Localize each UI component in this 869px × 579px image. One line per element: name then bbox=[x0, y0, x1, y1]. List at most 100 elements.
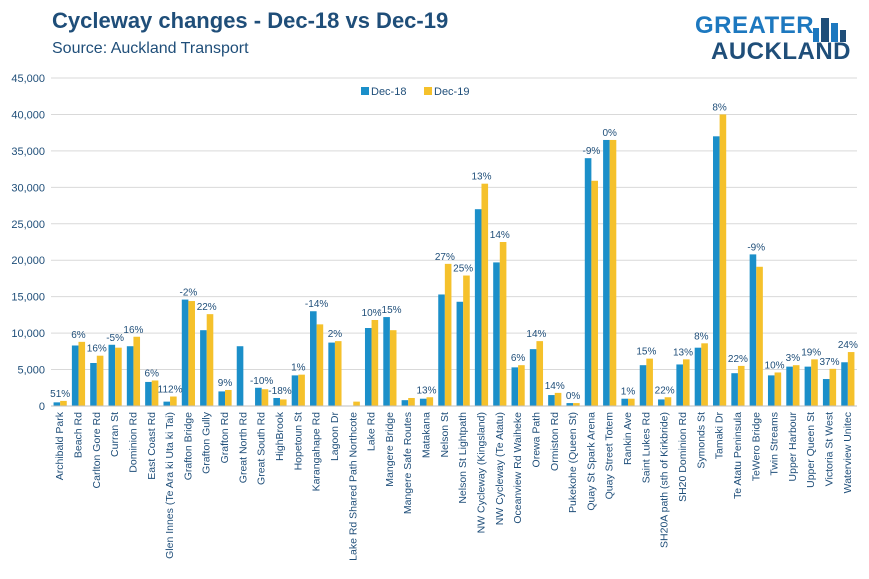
bar-dec-19 bbox=[261, 389, 269, 406]
bar-dec-19 bbox=[298, 374, 305, 406]
x-tick-label: Mangere Safe Routes bbox=[402, 412, 414, 514]
percent-change-label: -5% bbox=[106, 333, 124, 344]
percent-change-label: 22% bbox=[728, 354, 748, 365]
y-tick-label: 10,000 bbox=[11, 328, 45, 340]
bar-dec-19 bbox=[353, 401, 360, 406]
bar-dec-19 bbox=[206, 314, 214, 406]
x-tick-label: Victoria St West bbox=[824, 412, 836, 486]
x-tick-label: Quay Street Totem bbox=[604, 412, 616, 500]
y-tick-label: 40,000 bbox=[11, 109, 45, 121]
x-tick-label: Te Atatu Peninsula bbox=[732, 412, 744, 499]
percent-change-label: 10% bbox=[362, 308, 382, 319]
bar-dec-18 bbox=[163, 401, 171, 406]
bar-dec-19 bbox=[591, 180, 598, 406]
percent-change-label: -9% bbox=[747, 242, 765, 253]
x-tick-label: NW Cycleway (Kingsland) bbox=[475, 412, 487, 533]
bar-dec-19 bbox=[554, 392, 562, 406]
x-tick-label: Archibald Park bbox=[54, 411, 66, 480]
x-tick-label: Upper Queen St bbox=[805, 412, 817, 488]
bar-dec-18 bbox=[364, 328, 372, 406]
bar-dec-19 bbox=[664, 397, 672, 406]
bar-dec-18 bbox=[566, 403, 574, 406]
x-tick-label: Beach Rd bbox=[72, 412, 84, 458]
percent-change-label: 13% bbox=[417, 385, 437, 396]
percent-change-label: 16% bbox=[123, 325, 143, 336]
bar-dec-19 bbox=[463, 275, 470, 406]
percent-change-label: 6% bbox=[71, 330, 86, 341]
bar-dec-18 bbox=[291, 375, 299, 406]
y-tick-label: 0 bbox=[39, 401, 45, 413]
logo-line1: GREATER bbox=[695, 12, 815, 39]
x-tick-label: Oceanview Rd Waiheke bbox=[512, 412, 524, 524]
x-tick-label: Quay St Spark Arena bbox=[585, 412, 597, 511]
bar-dec-19 bbox=[573, 403, 580, 406]
bar-dec-19 bbox=[646, 358, 653, 406]
percent-change-label: 0% bbox=[566, 391, 581, 402]
percent-change-label: 22% bbox=[655, 385, 675, 396]
bar-dec-18 bbox=[658, 399, 665, 406]
percent-change-label: 2% bbox=[328, 329, 343, 340]
bar-dec-18 bbox=[218, 391, 226, 406]
x-tick-label: Glen Innes (Te Ara ki Uta ki Tai) bbox=[164, 412, 176, 559]
bar-dec-18 bbox=[731, 373, 738, 406]
bar-dec-18 bbox=[749, 254, 757, 406]
x-tick-label: Dominion Rd bbox=[127, 412, 139, 473]
bar-dec-18 bbox=[456, 301, 464, 406]
bar-dec-19 bbox=[316, 324, 324, 406]
bar-dec-19 bbox=[719, 114, 727, 406]
y-tick-label: 20,000 bbox=[11, 255, 45, 267]
percent-change-label: 25% bbox=[453, 264, 473, 275]
bar-dec-18 bbox=[438, 294, 445, 406]
x-tick-label: Lagoon Dr bbox=[329, 412, 341, 462]
bar-dec-18 bbox=[548, 395, 555, 406]
y-axis: 0 5,000 10,000 15,000 20,000 25,000 30,000 35,0… bbox=[11, 73, 45, 413]
city-skyline-icon bbox=[813, 18, 846, 42]
bars bbox=[53, 114, 855, 407]
bar-dec-19 bbox=[628, 398, 635, 406]
bar-dec-19 bbox=[499, 242, 507, 406]
x-tick-label: Grafton Bridge bbox=[182, 412, 194, 480]
bar-dec-19 bbox=[96, 355, 104, 406]
percent-change-label: 1% bbox=[291, 363, 306, 374]
x-tick-label: Grafton Gully bbox=[201, 411, 213, 474]
bar-dec-18 bbox=[71, 345, 79, 406]
x-tick-label: Nelson St Lightpath bbox=[457, 412, 469, 504]
percent-change-label: 112% bbox=[158, 385, 183, 396]
x-tick-label: TeWero Bridge bbox=[750, 412, 762, 481]
x-tick-label: Rankin Ave bbox=[622, 412, 634, 465]
percent-change-label: 6% bbox=[145, 368, 160, 379]
bar-dec-18 bbox=[126, 346, 134, 406]
x-tick-label: Great North Rd bbox=[237, 412, 249, 483]
bar-dec-19 bbox=[701, 343, 708, 406]
legend-swatch-dec-19 bbox=[424, 87, 432, 95]
bar-dec-19 bbox=[774, 372, 782, 406]
percent-change-label: 13% bbox=[471, 172, 491, 183]
x-tick-label: Lake Rd bbox=[366, 412, 378, 451]
bar-dec-18 bbox=[401, 400, 409, 406]
bar-dec-19 bbox=[115, 347, 122, 406]
x-tick-label: Karangahape Rd bbox=[311, 412, 323, 492]
bar-dec-19 bbox=[756, 266, 763, 406]
bar-dec-19 bbox=[389, 330, 397, 406]
bar-dec-19 bbox=[792, 365, 800, 406]
chart-title: Cycleway changes - Dec-18 vs Dec-19 bbox=[52, 8, 449, 33]
bar-dec-18 bbox=[804, 366, 812, 406]
percent-change-label: -18% bbox=[268, 386, 291, 397]
percent-change-label: -2% bbox=[179, 288, 197, 299]
x-tick-label: SH20 Dominion Rd bbox=[677, 412, 689, 502]
bar-dec-18 bbox=[493, 262, 500, 406]
percent-change-label: -15% bbox=[378, 305, 401, 316]
bar-dec-18 bbox=[639, 365, 647, 406]
x-tick-label: Lake Rd Shared Path Northcote bbox=[347, 412, 359, 561]
x-tick-label: Pukekohe (Queen St) bbox=[567, 412, 579, 513]
bar-dec-18 bbox=[694, 347, 702, 406]
bar-dec-18 bbox=[841, 362, 848, 406]
percent-change-label: 14% bbox=[490, 230, 510, 241]
bar-dec-19 bbox=[133, 336, 141, 406]
x-tick-label: Symonds St bbox=[695, 412, 707, 469]
percent-change-label: 0% bbox=[602, 128, 617, 139]
x-tick-label: NW Cycleway (Te Atatu) bbox=[494, 412, 506, 525]
percent-change-label: -10% bbox=[250, 376, 273, 387]
y-tick-label: 15,000 bbox=[11, 292, 45, 304]
y-tick-label: 30,000 bbox=[11, 182, 45, 194]
